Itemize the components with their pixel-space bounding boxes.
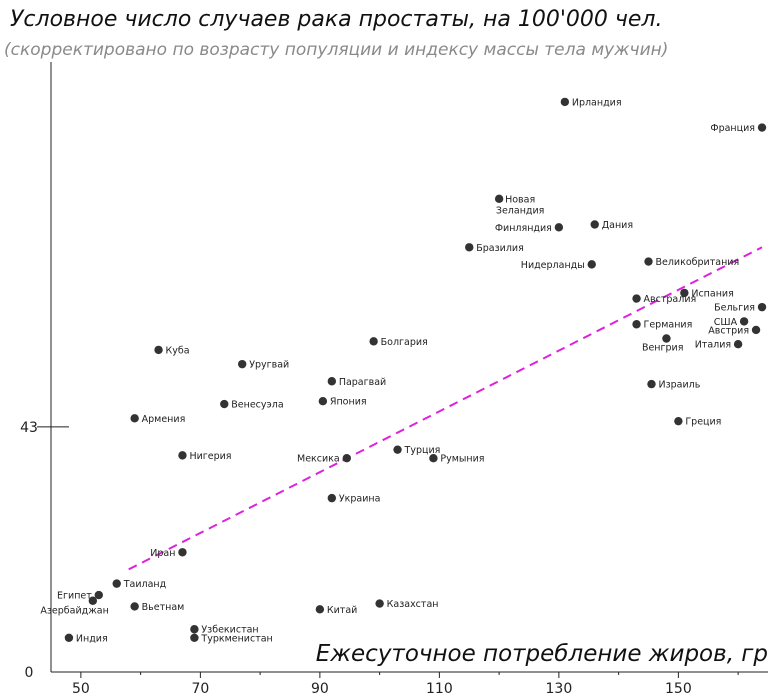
data-point-21 xyxy=(318,397,328,406)
data-point-label-34: Вьетнам xyxy=(142,602,185,613)
data-point-label-10: Бельгия xyxy=(714,303,755,314)
trend-line xyxy=(128,246,763,571)
chart-subtitle: (скорректировано по возрасту популяции и… xyxy=(4,40,668,60)
data-point-22 xyxy=(220,399,229,409)
data-point-label-5: Бразилия xyxy=(476,243,524,254)
data-point-17 xyxy=(369,337,378,346)
x-tick-label-2: 90 xyxy=(311,681,329,697)
data-point-26 xyxy=(178,451,187,460)
data-point-label-19: Парагвай xyxy=(339,377,386,388)
data-point-16 xyxy=(154,345,163,355)
data-point-label-32: Египет xyxy=(57,591,92,602)
x-tick-label-1: 70 xyxy=(191,681,209,697)
data-point-1 xyxy=(757,123,767,132)
data-point-18 xyxy=(238,359,247,369)
data-point-label-28: Мексика xyxy=(297,454,340,465)
data-point-label-23: Армения xyxy=(142,414,186,425)
data-point-37 xyxy=(190,625,199,634)
data-point-label-3: Дания xyxy=(602,220,633,231)
y-tick-label-0: 0 xyxy=(25,665,34,681)
data-point-0 xyxy=(560,97,570,107)
x-axis-label: Ежесуточное потребление жиров, гр xyxy=(316,641,768,667)
data-point-24 xyxy=(674,416,683,426)
data-point-label-0: Ирландия xyxy=(572,97,622,108)
data-point-14 xyxy=(662,334,671,343)
x-tick-label-3: 110 xyxy=(426,681,453,697)
data-point-label-27: Румыния xyxy=(440,454,484,465)
data-point-7 xyxy=(587,260,596,269)
data-point-label-2: Новая Зеландия xyxy=(496,194,545,216)
data-point-label-12: США xyxy=(714,317,738,328)
data-point-19 xyxy=(327,377,337,386)
data-point-36 xyxy=(315,605,325,614)
data-point-12 xyxy=(739,317,749,326)
data-point-11 xyxy=(632,320,641,329)
data-point-label-1: Франция xyxy=(710,123,755,134)
data-point-label-38: Индия xyxy=(76,633,108,644)
data-point-label-13: Австрия xyxy=(708,325,749,336)
data-point-3 xyxy=(590,220,599,229)
data-point-label-29: Украина xyxy=(339,494,381,505)
data-point-28 xyxy=(342,454,351,463)
data-point-label-36: Китай xyxy=(327,605,357,616)
x-axis-ticks: 50 70 90 110 130 150 xyxy=(72,672,739,697)
data-points: Ирландия Франция Новая Зеландия Дания Финлянд… xyxy=(40,97,767,644)
data-point-label-31: Таиланд xyxy=(123,579,167,590)
data-point-25 xyxy=(393,445,402,454)
data-point-6 xyxy=(644,257,653,266)
data-point-label-24: Греция xyxy=(685,417,721,428)
data-point-label-22: Венесуэла xyxy=(231,400,283,411)
data-point-35 xyxy=(375,599,384,608)
data-point-label-30: Иран xyxy=(150,548,175,559)
data-point-label-9: Австралия xyxy=(644,294,697,305)
data-point-label-18: Уругвай xyxy=(249,360,289,371)
data-point-label-37: Узбекистан xyxy=(201,625,258,636)
data-point-label-4: Финляндия xyxy=(495,223,552,234)
data-point-38 xyxy=(64,633,74,642)
data-point-label-33: Азербайджан xyxy=(40,606,108,617)
data-point-label-7: Нидерланды xyxy=(521,260,585,271)
data-point-30 xyxy=(178,548,187,557)
x-tick-label-4: 130 xyxy=(546,681,573,697)
x-axis-label-backdrop xyxy=(296,636,772,668)
data-point-27 xyxy=(429,454,438,463)
data-point-5 xyxy=(465,243,474,252)
data-point-4 xyxy=(554,223,564,232)
data-point-label-14: Венгрия xyxy=(642,342,683,353)
data-point-label-20: Израиль xyxy=(658,380,700,391)
data-point-32 xyxy=(94,590,104,600)
data-point-label-26: Нигерия xyxy=(189,451,231,462)
data-point-20 xyxy=(647,379,656,389)
data-point-label-35: Казахстан xyxy=(387,599,439,610)
data-point-31 xyxy=(112,579,121,588)
x-tick-label-5: 150 xyxy=(665,681,692,697)
data-point-label-39: Туркменистан xyxy=(200,633,272,644)
y-axis-ticks: 0 43 xyxy=(20,420,69,681)
chart-title: Условное число случаев рака простаты, на… xyxy=(10,7,662,32)
x-tick-label-0: 50 xyxy=(72,681,90,697)
data-point-33 xyxy=(88,596,98,605)
data-point-2 xyxy=(494,194,504,204)
data-point-label-21: Япония xyxy=(330,397,367,408)
data-point-39 xyxy=(190,633,199,642)
data-point-label-16: Куба xyxy=(166,345,190,356)
data-point-label-8: Испания xyxy=(691,288,733,299)
data-point-10 xyxy=(757,302,767,312)
data-point-29 xyxy=(327,493,337,503)
data-point-34 xyxy=(130,602,139,611)
data-point-label-11: Германия xyxy=(644,320,693,331)
data-point-label-6: Великобритания xyxy=(656,257,740,268)
data-point-label-25: Турция xyxy=(404,445,441,456)
data-point-label-15: Италия xyxy=(695,340,731,351)
data-point-15 xyxy=(733,339,743,349)
data-point-23 xyxy=(130,414,139,423)
data-point-9 xyxy=(632,294,641,303)
data-point-13 xyxy=(751,325,761,335)
data-point-8 xyxy=(680,288,689,298)
y-tick-label-1: 43 xyxy=(20,420,38,436)
data-point-label-17: Болгария xyxy=(381,337,428,348)
